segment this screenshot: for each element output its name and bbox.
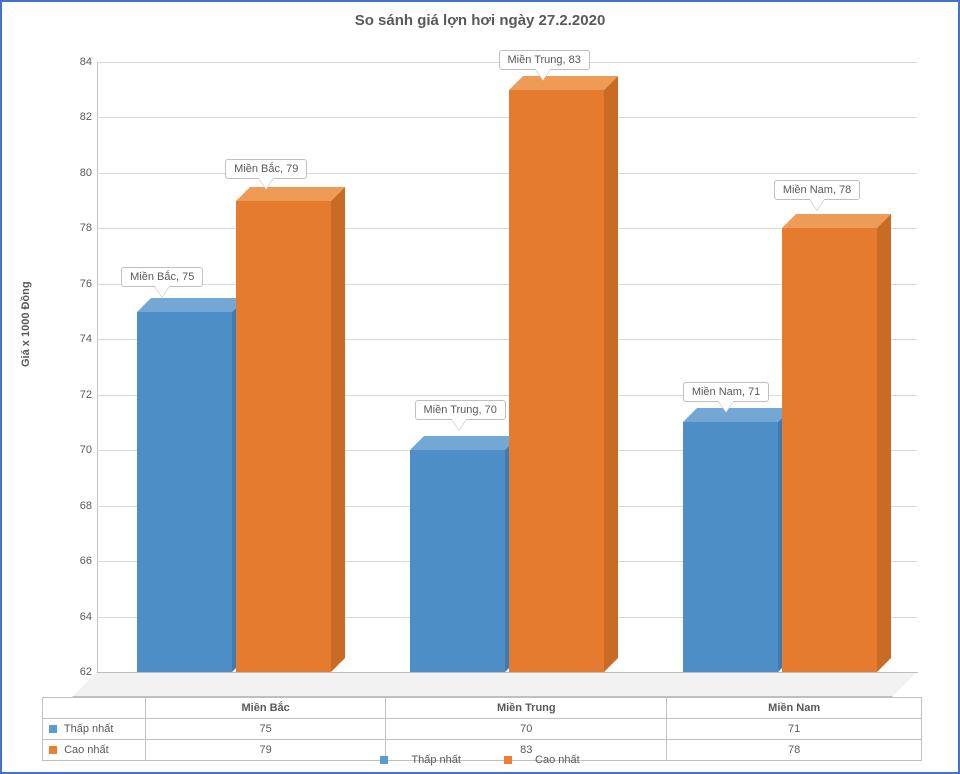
- y-tick-label: 62: [57, 666, 92, 678]
- y-tick-label: 82: [57, 111, 92, 123]
- legend-item: Thấp nhất: [370, 754, 474, 766]
- y-tick-label: 76: [57, 278, 92, 290]
- y-tick-label: 74: [57, 333, 92, 345]
- data-table: Miền Bắc Miền Trung Miền Nam Thấp nhất 7…: [42, 697, 922, 761]
- data-label-callout: Miền Trung, 70: [415, 400, 506, 420]
- swatch-icon: [49, 746, 57, 754]
- bar: [410, 450, 505, 672]
- data-label-callout: Miền Bắc, 79: [225, 159, 307, 179]
- y-tick-label: 78: [57, 222, 92, 234]
- table-cell: 71: [667, 719, 922, 740]
- legend-label: Thấp nhất: [411, 754, 461, 766]
- grid-line: [97, 117, 917, 118]
- y-tick-label: 80: [57, 167, 92, 179]
- y-tick-label: 70: [57, 444, 92, 456]
- y-tick-label: 72: [57, 389, 92, 401]
- table-header-row: Miền Bắc Miền Trung Miền Nam: [43, 698, 922, 719]
- y-axis-title: Giá x 1000 Đồng: [20, 281, 32, 367]
- series-name: Thấp nhất: [64, 723, 114, 735]
- table-row: Thấp nhất 75 70 71: [43, 719, 922, 740]
- y-tick-label: 84: [57, 56, 92, 68]
- swatch-icon: [49, 725, 57, 733]
- bar: [683, 422, 778, 672]
- bar: [236, 201, 331, 672]
- y-tick-label: 64: [57, 611, 92, 623]
- table-col-header: Miền Trung: [386, 698, 667, 719]
- y-tick-label: 66: [57, 555, 92, 567]
- chart-title: So sánh giá lợn hơi ngày 27.2.2020: [2, 12, 958, 29]
- table-cell: 70: [386, 719, 667, 740]
- grid-line: [97, 173, 917, 174]
- bar: [509, 90, 604, 672]
- legend: Thấp nhất Cao nhất: [2, 754, 958, 766]
- swatch-icon: [504, 756, 512, 764]
- swatch-icon: [380, 756, 388, 764]
- bar: [782, 228, 877, 672]
- legend-label: Cao nhất: [535, 754, 580, 766]
- legend-item: Cao nhất: [494, 754, 590, 766]
- data-label-callout: Miền Nam, 78: [774, 180, 860, 200]
- data-label-callout: Miền Nam, 71: [683, 382, 769, 402]
- y-tick-label: 68: [57, 500, 92, 512]
- table-col-header: Miền Bắc: [146, 698, 386, 719]
- data-label-callout: Miền Trung, 83: [499, 50, 590, 70]
- table-col-header: Miền Nam: [667, 698, 922, 719]
- bar: [137, 312, 232, 672]
- chart-floor: [72, 672, 917, 697]
- data-label-callout: Miền Bắc, 75: [121, 267, 203, 287]
- table-row-header: Thấp nhất: [43, 719, 146, 740]
- table-cell: 75: [146, 719, 386, 740]
